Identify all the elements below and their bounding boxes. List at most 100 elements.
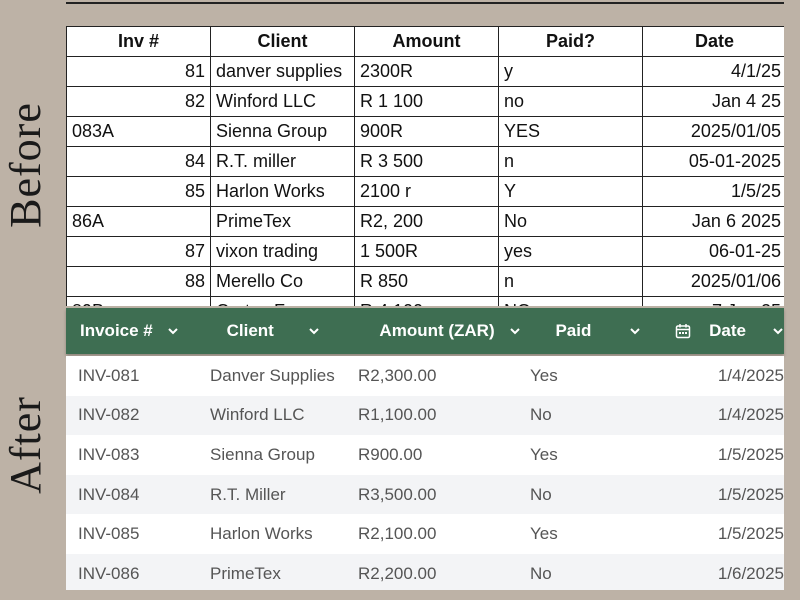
before-cell[interactable]: 88: [66, 266, 211, 297]
before-cell[interactable]: Jan 6 2025: [642, 206, 784, 237]
paid-cell: No: [530, 405, 552, 425]
before-cell[interactable]: danver supplies: [210, 56, 355, 87]
before-cell[interactable]: Sienna Group: [210, 116, 355, 147]
before-table: Inv # Client Amount Paid? Date 81 danver…: [66, 26, 784, 306]
before-cell[interactable]: 06-01-25: [642, 236, 784, 267]
before-cell[interactable]: R 4 100: [354, 296, 499, 306]
before-cell[interactable]: PrimeTex: [210, 206, 355, 237]
before-cell[interactable]: 2025/01/05: [642, 116, 784, 147]
header-amount-label: Amount (ZAR): [379, 321, 495, 340]
before-cell[interactable]: 85: [66, 176, 211, 207]
before-label: Before: [0, 102, 50, 228]
table-row[interactable]: INV-082 Winford LLC R1,100.00 No 1/4/202…: [66, 395, 784, 436]
chevron-down-icon[interactable]: [167, 325, 179, 337]
amount-cell: R900.00: [358, 444, 423, 464]
before-row: 84 R.T. miller R 3 500 n 05-01-2025: [66, 146, 784, 177]
before-cell[interactable]: NO: [498, 296, 643, 306]
date-cell: 1/4/2025: [717, 405, 784, 425]
before-cell[interactable]: vixon trading: [210, 236, 355, 267]
table-row[interactable]: INV-086 PrimeTex R2,200.00 No 1/6/2025: [66, 553, 784, 590]
paid-cell: No: [530, 563, 552, 583]
before-cell[interactable]: 84: [66, 146, 211, 177]
before-cell[interactable]: 2100 r: [354, 176, 499, 207]
before-cell[interactable]: R 3 500: [354, 146, 499, 177]
before-cell[interactable]: Harlon Works: [210, 176, 355, 207]
before-cell[interactable]: 05-01-2025: [642, 146, 784, 177]
before-cell[interactable]: 86A: [66, 206, 211, 237]
before-cell[interactable]: 89B: [66, 296, 211, 306]
header-date[interactable]: Date: [659, 308, 784, 354]
chevron-down-icon[interactable]: [308, 325, 320, 337]
amount-cell: R1,100.00: [358, 405, 437, 425]
before-cell[interactable]: 87: [66, 236, 211, 267]
before-cell[interactable]: 7 Jan 25: [642, 296, 784, 306]
before-row: 88 Merello Co R 850 n 2025/01/06: [66, 266, 784, 297]
before-cell[interactable]: Merello Co: [210, 266, 355, 297]
before-row: 82 Winford LLC R 1 100 no Jan 4 25: [66, 86, 784, 117]
before-cell[interactable]: n: [498, 266, 643, 297]
after-header-bar: Invoice # Client Amount (ZAR) Paid Date: [66, 308, 784, 354]
before-cell[interactable]: 2300R: [354, 56, 499, 87]
before-cell[interactable]: 083A: [66, 116, 211, 147]
invoice-cell: INV-083: [78, 444, 140, 464]
client-cell: Sienna Group: [210, 444, 315, 464]
before-cell[interactable]: 81: [66, 56, 211, 87]
before-cell[interactable]: R.T. miller: [210, 146, 355, 177]
client-cell: R.T. Miller: [210, 484, 286, 504]
before-cell[interactable]: 1 500R: [354, 236, 499, 267]
amount-cell: R2,100.00: [358, 524, 437, 544]
before-cell[interactable]: R2, 200: [354, 206, 499, 237]
before-cell[interactable]: R 850: [354, 266, 499, 297]
before-cell[interactable]: Winford LLC: [210, 86, 355, 117]
header-paid-label: Paid: [555, 321, 592, 340]
amount-cell: R2,300.00: [358, 365, 437, 385]
before-cell[interactable]: YES: [498, 116, 643, 147]
before-header-row: Inv # Client Amount Paid? Date: [66, 26, 784, 57]
before-header-client: Client: [210, 26, 355, 57]
header-paid[interactable]: Paid: [523, 308, 659, 354]
before-header-inv: Inv #: [66, 26, 211, 57]
before-cell[interactable]: 4/1/25: [642, 56, 784, 87]
before-cell[interactable]: y: [498, 56, 643, 87]
invoice-cell: INV-081: [78, 365, 140, 385]
before-row: 85 Harlon Works 2100 r Y 1/5/25: [66, 176, 784, 207]
before-cell[interactable]: 1/5/25: [642, 176, 784, 207]
amount-cell: R3,500.00: [358, 484, 437, 504]
amount-cell: R2,200.00: [358, 563, 437, 583]
client-cell: Harlon Works: [210, 524, 313, 544]
chevron-down-icon[interactable]: [629, 325, 641, 337]
table-row[interactable]: INV-085 Harlon Works R2,100.00 Yes 1/5/2…: [66, 514, 784, 554]
before-cell[interactable]: n: [498, 146, 643, 177]
before-cell[interactable]: R 1 100: [354, 86, 499, 117]
before-row: 87 vixon trading 1 500R yes 06-01-25: [66, 236, 784, 267]
chevron-down-icon[interactable]: [772, 325, 784, 337]
before-row: 86A PrimeTex R2, 200 No Jan 6 2025: [66, 206, 784, 237]
before-cell[interactable]: Cortex Fa: [210, 296, 355, 306]
client-cell: PrimeTex: [210, 563, 281, 583]
header-invoice[interactable]: Invoice #: [66, 308, 211, 354]
before-cell[interactable]: Y: [498, 176, 643, 207]
header-amount[interactable]: Amount (ZAR): [351, 308, 523, 354]
before-row: 81 danver supplies 2300R y 4/1/25: [66, 56, 784, 87]
before-cell[interactable]: 82: [66, 86, 211, 117]
invoice-cell: INV-086: [78, 563, 140, 583]
table-row[interactable]: INV-084 R.T. Miller R3,500.00 No 1/5/202…: [66, 474, 784, 515]
table-row[interactable]: INV-083 Sienna Group R900.00 Yes 1/5/202…: [66, 435, 784, 475]
before-cell[interactable]: 900R: [354, 116, 499, 147]
date-cell: 1/6/2025: [717, 563, 784, 583]
after-label: After: [0, 396, 50, 494]
before-cell[interactable]: No: [498, 206, 643, 237]
before-cell[interactable]: no: [498, 86, 643, 117]
before-cell[interactable]: yes: [498, 236, 643, 267]
before-cell[interactable]: 2025/01/06: [642, 266, 784, 297]
paid-cell: Yes: [530, 444, 558, 464]
date-cell: 1/5/2025: [717, 524, 784, 544]
chevron-down-icon[interactable]: [509, 325, 521, 337]
invoice-cell: INV-084: [78, 484, 140, 504]
date-cell: 1/4/2025: [717, 365, 784, 385]
table-row[interactable]: INV-081 Danver Supplies R2,300.00 Yes 1/…: [66, 356, 784, 396]
invoice-cell: INV-082: [78, 405, 140, 425]
paid-cell: Yes: [530, 524, 558, 544]
header-client[interactable]: Client: [211, 308, 352, 354]
before-cell[interactable]: Jan 4 25: [642, 86, 784, 117]
